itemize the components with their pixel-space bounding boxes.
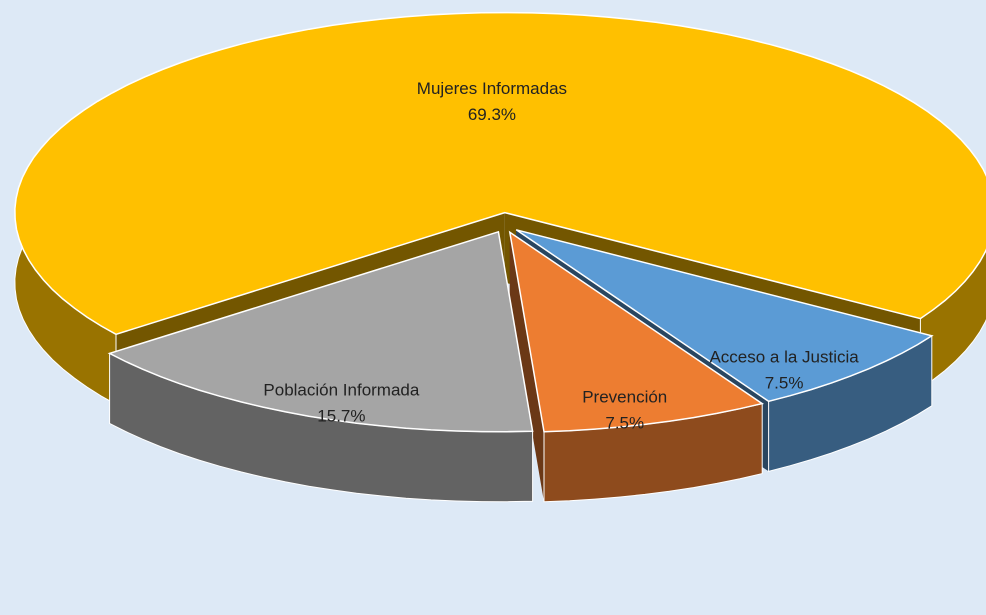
slice-value-label: 7.5% [765, 374, 804, 393]
slice-value-label: 7.5% [605, 413, 644, 432]
slice-label: Prevención [582, 387, 667, 406]
slice-wall [509, 232, 544, 502]
slice-label: Acceso a la Justicia [709, 348, 859, 367]
slice [508, 230, 765, 433]
slice [14, 11, 986, 336]
slice-label: Mujeres Informadas [417, 79, 567, 98]
slice [515, 229, 934, 403]
slice [107, 230, 534, 433]
slice-value-label: 69.3% [468, 105, 516, 124]
slice-value-label: 15.7% [317, 406, 365, 425]
slice-label: Población Informada [263, 380, 419, 399]
